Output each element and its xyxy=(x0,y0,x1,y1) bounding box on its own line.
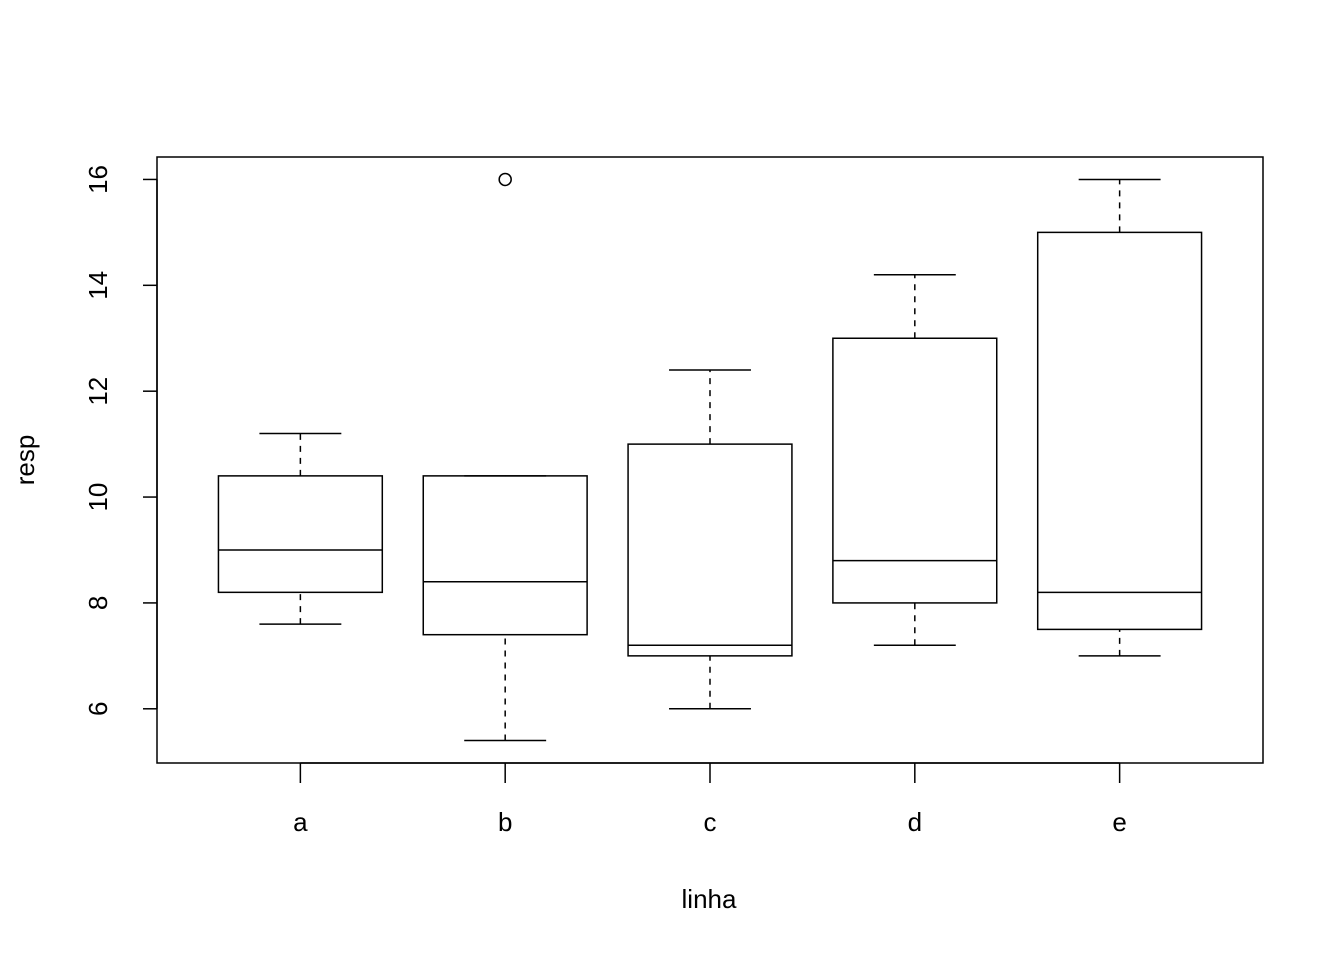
box xyxy=(217,475,384,594)
y-tick-label: 16 xyxy=(83,165,113,194)
box xyxy=(832,337,998,604)
x-tick-label: b xyxy=(498,807,512,837)
y-tick-label: 6 xyxy=(83,702,113,716)
box xyxy=(627,443,793,657)
y-axis-label: resp xyxy=(10,435,40,486)
x-axis-label: linha xyxy=(682,884,737,914)
y-tick-label: 14 xyxy=(83,271,113,300)
y-tick-label: 10 xyxy=(83,483,113,512)
box xyxy=(1036,231,1203,631)
x-tick-label: d xyxy=(908,807,922,837)
y-tick-label: 8 xyxy=(83,596,113,610)
box xyxy=(422,475,588,636)
x-tick-label: c xyxy=(704,807,717,837)
y-tick-label: 12 xyxy=(83,377,113,406)
outlier xyxy=(498,172,512,187)
x-tick-label: a xyxy=(293,807,308,837)
x-tick-label: e xyxy=(1112,807,1126,837)
